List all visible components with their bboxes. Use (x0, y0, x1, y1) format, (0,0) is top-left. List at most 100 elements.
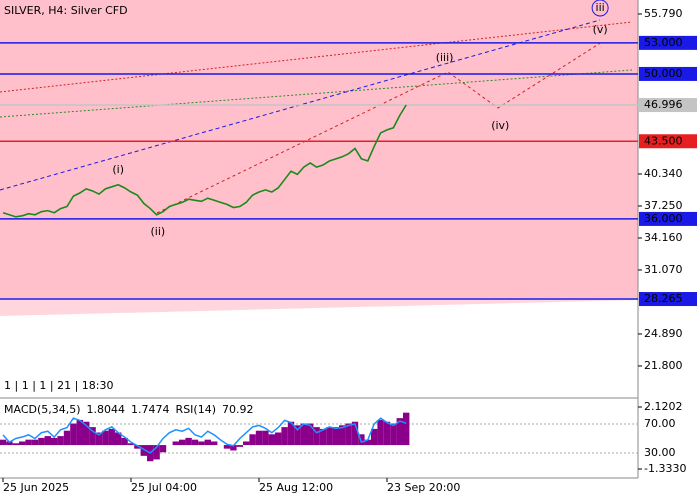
level-label-box (639, 66, 697, 81)
macd-bar (198, 441, 205, 446)
macd-bar (211, 441, 218, 446)
macd-bar (31, 439, 39, 446)
macd-bar (351, 421, 359, 446)
y-tick-label: 21.800 (644, 359, 683, 372)
macd-bar (204, 439, 211, 446)
macd-bar (115, 432, 122, 446)
level-label: 36.000 (644, 212, 683, 225)
macd-bar (19, 441, 26, 446)
wave-label: (iii) (436, 51, 454, 64)
macd-bar (89, 427, 96, 446)
macd-bar (38, 437, 45, 446)
macd-bar (262, 430, 269, 446)
macd-bar (255, 430, 263, 446)
x-tick-label: 25 Jul 04:00 (131, 481, 197, 494)
y-tick-label: 55.790 (644, 7, 683, 20)
macd-bar (390, 423, 397, 446)
level-label: 46.996 (644, 98, 683, 111)
wave-label: iii (596, 1, 605, 14)
macd-bar (275, 432, 282, 446)
macd-bar (51, 437, 58, 446)
rsi-line (2, 417, 407, 454)
macd-bar (243, 441, 250, 446)
macd-bar (6, 441, 13, 446)
readout-item: 1.8044 (87, 403, 126, 416)
macd-bar (236, 445, 243, 447)
macd-bar (230, 445, 237, 451)
macd-bar (95, 432, 103, 446)
macd-bar (332, 427, 339, 446)
y-tick-label: -1.3330 (644, 462, 686, 475)
wave-label: (ii) (151, 225, 166, 238)
x-tick-label: 25 Jun 2025 (3, 481, 69, 494)
macd-bar (159, 445, 167, 453)
zone-lower (0, 298, 638, 316)
macd-bar (140, 445, 147, 456)
level-label-box (639, 292, 697, 307)
level-label-box (639, 35, 697, 50)
macd-bar (12, 443, 19, 446)
macd-bar (44, 436, 51, 446)
macd-bar (377, 419, 384, 446)
wave-circle (591, 0, 609, 17)
macd-bar (172, 441, 179, 446)
readout-item: MACD(5,34,5) (4, 403, 81, 416)
macd-bar (134, 445, 141, 449)
macd-bar (268, 434, 275, 446)
x-tick-label: 23 Sep 20:00 (387, 481, 460, 494)
macd-bar (185, 437, 192, 446)
macd-bar (358, 434, 365, 446)
macd-bar (0, 439, 7, 446)
price-line (2, 104, 407, 218)
macd-bar (396, 418, 403, 446)
y-tick-label: 31.070 (644, 263, 683, 276)
toolbar[interactable]: 1 | 1 | 1 | 21 | 18:30 (4, 379, 114, 392)
macd-bar (371, 428, 378, 446)
level-label-box (639, 98, 697, 113)
macd-bar (307, 423, 314, 446)
readout-item: RSI(14) (176, 403, 216, 416)
level-label: 50.000 (644, 67, 683, 80)
wave-label: (v) (593, 23, 608, 36)
y-tick-label: 34.160 (644, 231, 683, 244)
macd-bar (179, 439, 186, 446)
zone-upper (0, 0, 638, 298)
x-tick-label: 25 Aug 12:00 (259, 481, 333, 494)
macd-bar (57, 436, 64, 446)
macd-bar (108, 428, 115, 446)
macd-bar (326, 427, 333, 446)
y2-tick-label: 70.00 (644, 417, 676, 430)
y2-tick-label: 30.00 (644, 446, 676, 459)
macd-bar (127, 443, 135, 446)
trend-line (0, 69, 633, 118)
channel-line (0, 21, 633, 93)
level-label: 43.500 (644, 134, 683, 147)
macd-bar (364, 439, 371, 446)
macd-bar (313, 427, 320, 446)
wave-projection (156, 41, 603, 214)
macd-bar (403, 412, 410, 446)
y-tick-label: 24.890 (644, 327, 683, 340)
macd-bar (287, 421, 295, 446)
macd-bar (25, 439, 32, 446)
macd-bar (281, 427, 288, 446)
y-tick-label: 2.1202 (644, 400, 683, 413)
macd-bar (83, 421, 90, 446)
macd-bar (76, 419, 83, 446)
macd-bar (294, 425, 301, 446)
level-label-box (639, 211, 697, 226)
macd-bar (383, 421, 391, 446)
macd-bar (249, 434, 256, 446)
y-tick-label: 40.340 (644, 167, 683, 180)
macd-bar (191, 439, 199, 446)
level-label: 53.000 (644, 36, 683, 49)
macd-bar (223, 445, 231, 449)
readout-item: 70.92 (222, 403, 254, 416)
macd-bar (319, 428, 327, 446)
macd-bar (345, 423, 352, 446)
indicator-readout: MACD(5,34,5) 1.8044 1.7474 RSI(14) 70.92 (4, 403, 254, 416)
y-tick-label: 37.250 (644, 199, 683, 212)
macd-bar (63, 430, 71, 446)
macd-bar (300, 423, 307, 446)
